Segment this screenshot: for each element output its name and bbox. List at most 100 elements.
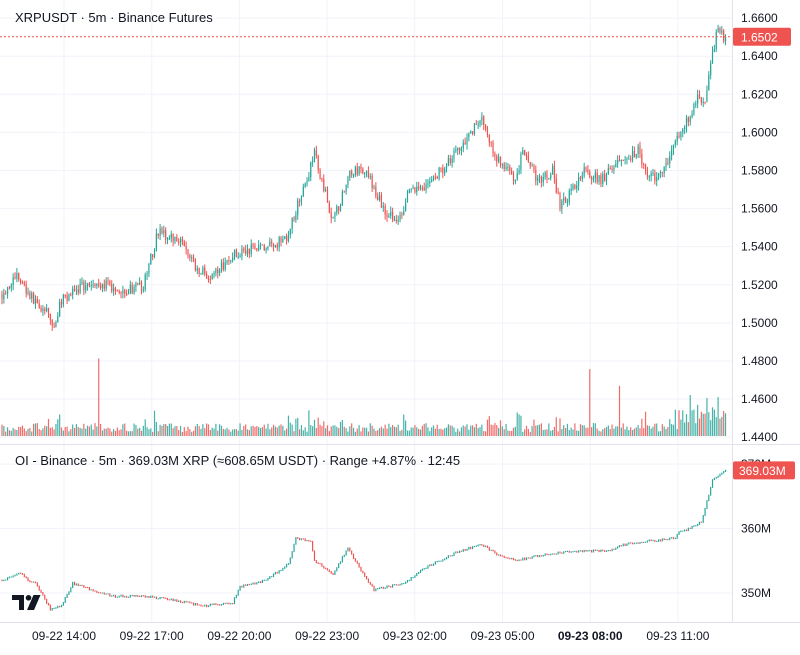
oi-bar — [233, 597, 236, 605]
volume-bar — [16, 429, 18, 436]
candle-body — [139, 282, 141, 284]
candle — [29, 290, 31, 300]
candle — [191, 254, 193, 263]
candle — [285, 233, 288, 245]
candle-body — [284, 236, 286, 239]
volume-bar — [174, 426, 176, 436]
volume-bar — [449, 425, 451, 436]
candle — [702, 97, 704, 108]
volume-bar — [693, 409, 695, 436]
volume-bar — [393, 426, 396, 436]
oi-bar — [581, 550, 583, 553]
volume-bar — [514, 426, 516, 436]
candle — [166, 237, 169, 245]
candle — [574, 183, 576, 190]
volume-bar — [617, 426, 619, 436]
oi-bar — [481, 544, 483, 546]
candle-body — [511, 170, 513, 175]
oi-bar — [46, 598, 48, 604]
candle — [319, 168, 321, 180]
candle — [172, 233, 174, 247]
candle-body — [46, 308, 48, 311]
volume-bar — [661, 424, 663, 436]
candle-body — [453, 150, 455, 159]
oi-bar — [423, 568, 425, 570]
candle-body — [563, 197, 565, 201]
price-tick-label: 1.5400 — [741, 240, 778, 254]
volume-bar — [620, 427, 622, 436]
oi-bar — [721, 472, 723, 475]
volume-bar — [66, 426, 68, 436]
candle-body — [86, 283, 89, 286]
candle — [73, 285, 76, 292]
oi-bar — [483, 544, 485, 548]
candle-body — [587, 169, 589, 172]
volume-bar — [103, 428, 105, 436]
volume-bar — [708, 412, 710, 436]
oi-bar — [321, 563, 323, 567]
candle — [213, 270, 215, 279]
candle-body — [44, 308, 46, 311]
volume-bar — [628, 430, 630, 436]
candle-body — [72, 288, 74, 295]
candle — [406, 189, 409, 203]
oi-bar — [354, 558, 356, 562]
candle-body — [237, 256, 239, 258]
oi-bar — [671, 537, 673, 539]
oi-bar — [139, 595, 141, 598]
candle-body — [494, 153, 496, 157]
candle-body — [695, 103, 697, 105]
volume-bar — [315, 427, 317, 436]
candle — [453, 147, 455, 163]
candle-body — [200, 273, 202, 275]
candle-body — [540, 176, 542, 183]
candle-body — [488, 134, 490, 143]
oi-bar — [579, 550, 582, 552]
volume-bar — [498, 427, 500, 436]
oi-bar — [414, 575, 416, 578]
volume-bar — [297, 417, 299, 436]
oi-bar — [611, 548, 613, 552]
candle — [122, 285, 124, 299]
volume-bar — [323, 421, 325, 436]
tradingview-logo-icon[interactable] — [11, 593, 43, 613]
candle — [527, 151, 529, 163]
candle-body — [59, 301, 61, 317]
candle — [258, 240, 260, 252]
oi-bar — [248, 583, 250, 586]
candle-body — [280, 237, 282, 243]
candle — [332, 216, 334, 219]
candle — [25, 280, 27, 298]
volume-bar — [535, 425, 537, 436]
volume-bar — [304, 427, 306, 436]
volume-bar — [237, 430, 239, 436]
candle-body — [442, 167, 444, 174]
volume-bar — [176, 426, 178, 436]
oi-bar — [29, 580, 31, 583]
volume-bar — [676, 429, 678, 436]
volume-bar — [1, 424, 3, 436]
candle-body — [406, 193, 409, 203]
volume-bar — [455, 431, 457, 436]
candle — [139, 277, 141, 286]
candle — [228, 255, 230, 265]
candle — [8, 285, 11, 290]
volume-bar — [166, 425, 169, 436]
candle-body — [620, 160, 622, 162]
candle — [620, 159, 622, 167]
candle-body — [401, 214, 403, 216]
candle-body — [343, 191, 345, 193]
oi-last-value-badge-bg — [733, 461, 795, 480]
candle-body — [579, 177, 582, 179]
candle — [70, 292, 72, 297]
volume-bar — [596, 428, 598, 436]
volume-bar — [667, 426, 669, 436]
volume-bar — [308, 410, 310, 436]
oi-bar — [144, 595, 146, 598]
candle-body — [408, 189, 410, 194]
candle-body — [207, 278, 210, 280]
candle — [20, 278, 22, 285]
volume-bar — [120, 429, 122, 436]
